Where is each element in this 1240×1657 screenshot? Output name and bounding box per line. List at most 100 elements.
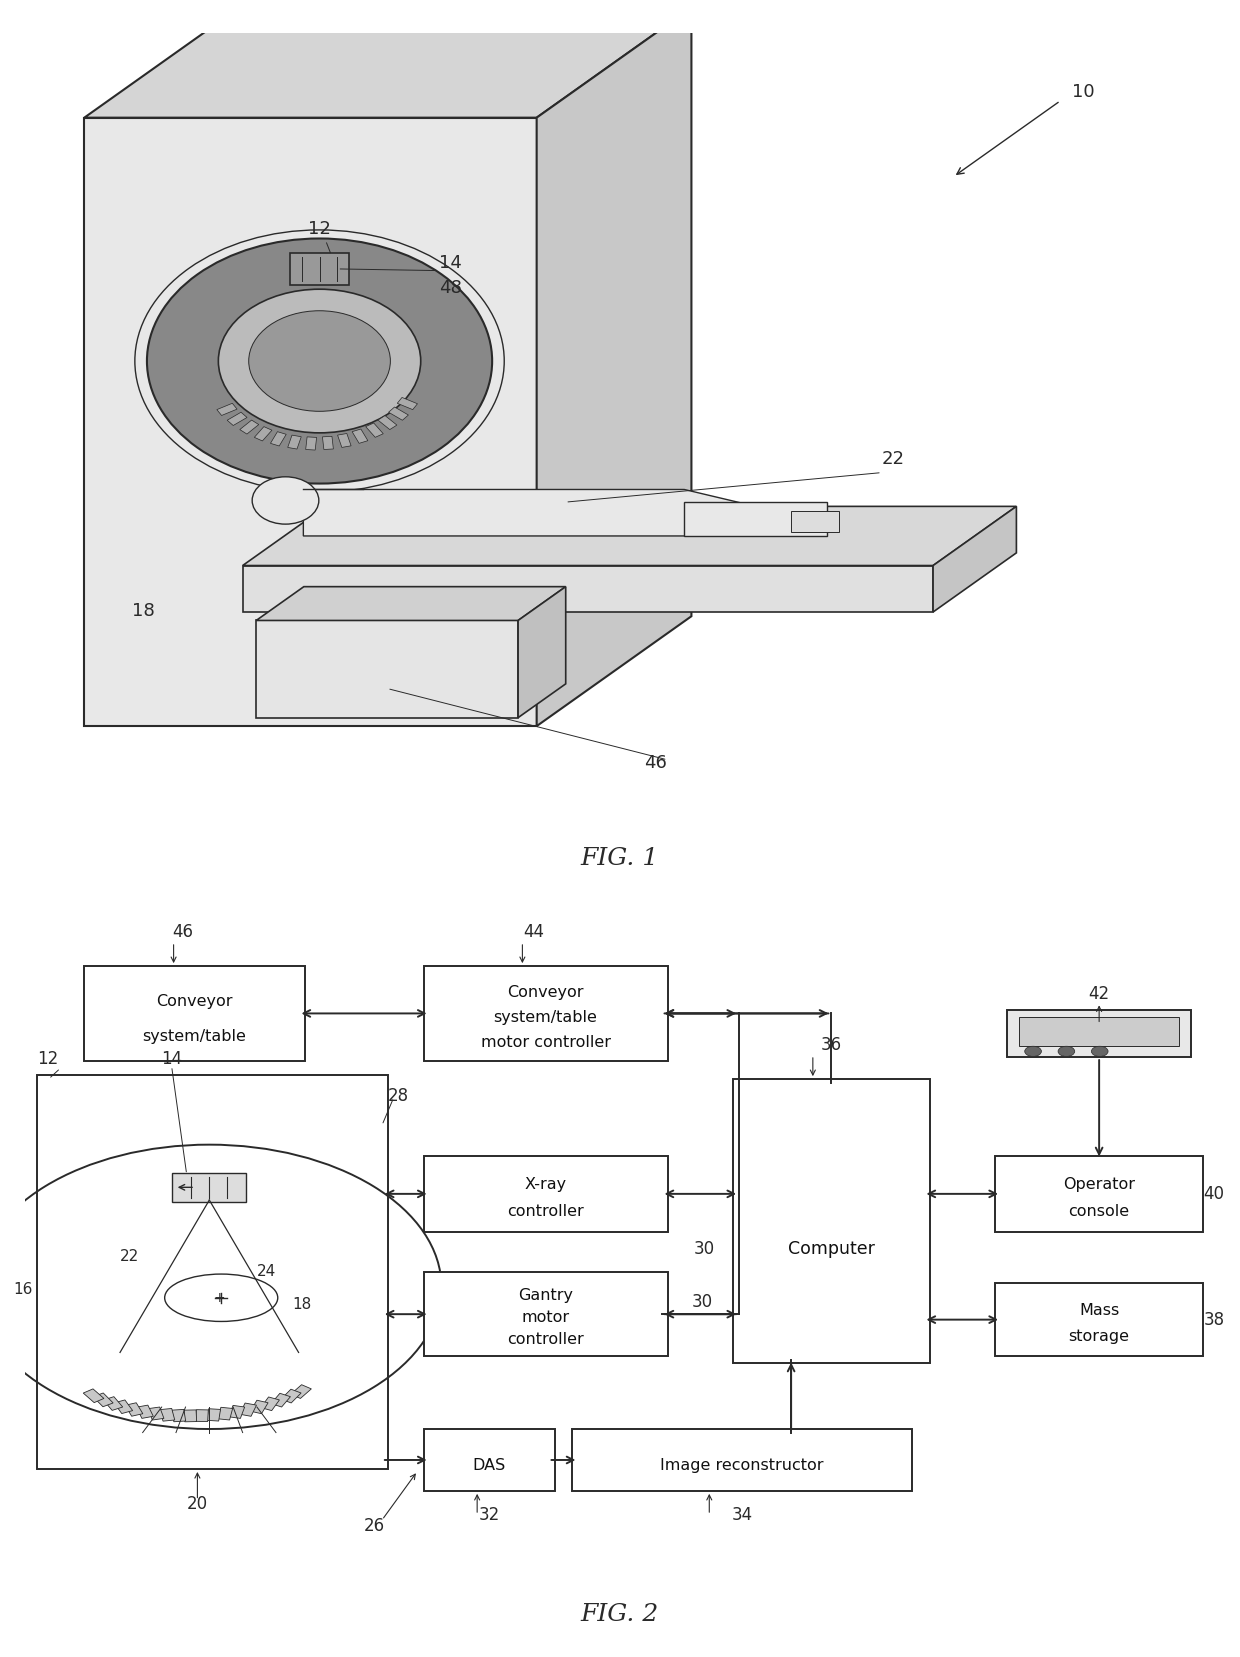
Bar — [1007, 1009, 1192, 1057]
Text: 22: 22 — [882, 451, 905, 469]
Text: 16: 16 — [12, 1283, 32, 1297]
Text: 28: 28 — [388, 1087, 409, 1105]
Bar — [250, 1400, 268, 1413]
Polygon shape — [518, 587, 565, 717]
Text: motor: motor — [522, 1311, 569, 1326]
Bar — [366, 423, 383, 437]
Polygon shape — [84, 118, 537, 726]
Text: Conveyor: Conveyor — [156, 994, 233, 1009]
Bar — [185, 1410, 197, 1422]
Bar — [196, 1410, 208, 1422]
Bar — [322, 436, 334, 449]
Circle shape — [218, 290, 420, 432]
FancyBboxPatch shape — [84, 966, 305, 1060]
Text: 30: 30 — [692, 1292, 713, 1311]
Text: 18: 18 — [293, 1297, 312, 1312]
Text: console: console — [1069, 1205, 1130, 1220]
Circle shape — [1091, 1046, 1109, 1057]
Bar — [352, 429, 368, 444]
Polygon shape — [243, 565, 932, 611]
Bar — [388, 408, 408, 421]
FancyBboxPatch shape — [172, 1173, 247, 1201]
Text: 38: 38 — [1203, 1311, 1224, 1329]
Bar — [148, 1407, 164, 1420]
FancyBboxPatch shape — [424, 1428, 554, 1491]
Text: system/table: system/table — [143, 1029, 247, 1044]
Bar — [207, 1408, 221, 1422]
Bar — [136, 1405, 154, 1418]
Text: 12: 12 — [308, 220, 331, 239]
Polygon shape — [537, 8, 692, 726]
Text: FIG. 2: FIG. 2 — [580, 1602, 660, 1626]
Polygon shape — [257, 620, 518, 717]
FancyBboxPatch shape — [994, 1283, 1203, 1355]
FancyBboxPatch shape — [994, 1155, 1203, 1233]
Text: 14: 14 — [161, 1051, 182, 1069]
Bar — [83, 1389, 104, 1402]
Text: FIG. 1: FIG. 1 — [580, 847, 660, 870]
Bar — [270, 432, 286, 446]
Bar — [218, 1407, 233, 1420]
Circle shape — [146, 239, 492, 484]
Bar — [378, 416, 397, 429]
Text: 12: 12 — [37, 1051, 58, 1069]
Circle shape — [249, 312, 391, 411]
FancyBboxPatch shape — [424, 1273, 667, 1355]
Bar — [337, 434, 351, 447]
Bar — [288, 436, 301, 449]
Text: 34: 34 — [732, 1506, 753, 1524]
Text: Gantry: Gantry — [518, 1287, 573, 1302]
Bar — [306, 437, 316, 451]
Text: Operator: Operator — [1063, 1176, 1135, 1191]
Circle shape — [1024, 1046, 1042, 1057]
Text: 26: 26 — [365, 1518, 386, 1534]
Circle shape — [1058, 1046, 1075, 1057]
Polygon shape — [791, 510, 839, 532]
Circle shape — [252, 477, 319, 524]
Bar — [281, 1389, 301, 1403]
FancyBboxPatch shape — [424, 1155, 667, 1233]
Text: 32: 32 — [479, 1506, 500, 1524]
Bar — [272, 1394, 290, 1407]
Text: controller: controller — [507, 1332, 584, 1347]
Text: 22: 22 — [120, 1249, 139, 1264]
Text: 20: 20 — [187, 1495, 208, 1513]
Text: 46: 46 — [644, 754, 667, 772]
Bar — [290, 254, 350, 285]
Text: controller: controller — [507, 1205, 584, 1220]
Text: 24: 24 — [257, 1264, 277, 1279]
Text: 46: 46 — [172, 923, 193, 941]
Text: system/table: system/table — [494, 1009, 598, 1024]
FancyBboxPatch shape — [424, 966, 667, 1060]
Text: 36: 36 — [821, 1036, 842, 1054]
Polygon shape — [304, 489, 827, 535]
Polygon shape — [684, 502, 827, 535]
Bar — [239, 1403, 257, 1417]
Polygon shape — [257, 587, 565, 620]
Text: Mass: Mass — [1079, 1302, 1120, 1317]
Polygon shape — [243, 507, 1017, 565]
Polygon shape — [932, 507, 1017, 611]
Text: 42: 42 — [1089, 984, 1110, 1002]
Bar — [239, 421, 259, 434]
Bar — [227, 413, 247, 426]
Text: motor controller: motor controller — [481, 1034, 610, 1049]
Text: +: + — [213, 1291, 224, 1306]
Text: 44: 44 — [523, 923, 544, 941]
Bar — [160, 1408, 175, 1422]
FancyBboxPatch shape — [733, 1079, 930, 1364]
Bar — [1019, 1017, 1179, 1046]
Text: 10: 10 — [1073, 83, 1095, 101]
Polygon shape — [84, 8, 692, 118]
Bar — [397, 398, 418, 409]
Bar — [290, 1385, 311, 1399]
Text: Computer: Computer — [787, 1239, 874, 1258]
Text: 48: 48 — [439, 280, 461, 297]
Bar — [260, 1397, 279, 1410]
Text: X-ray: X-ray — [525, 1176, 567, 1191]
Text: 18: 18 — [131, 601, 155, 620]
Text: 14: 14 — [439, 254, 461, 272]
Text: 30: 30 — [694, 1241, 715, 1258]
Bar — [172, 1410, 186, 1422]
Bar — [229, 1405, 244, 1418]
